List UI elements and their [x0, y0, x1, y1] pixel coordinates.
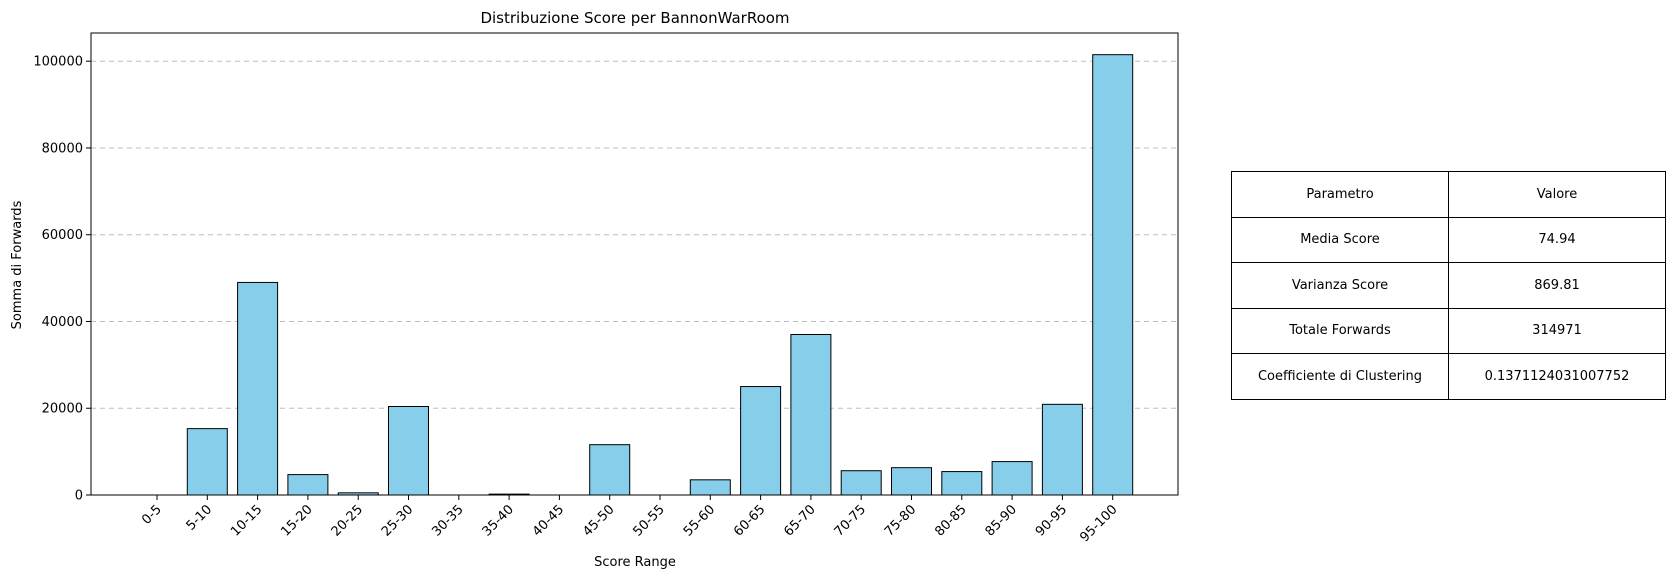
value-cell: 314971	[1448, 307, 1666, 354]
param-cell: Coefficiente di Clustering	[1231, 353, 1449, 400]
bar-25-30	[388, 406, 429, 496]
x-tick-label: 55-60	[681, 502, 718, 539]
bar-95-100	[1092, 54, 1134, 496]
plot-frame	[90, 32, 1179, 496]
x-tick-label: 20-25	[329, 502, 366, 539]
y-tick-label: 100000	[33, 55, 83, 70]
bar-5-10	[186, 428, 228, 496]
bars	[186, 54, 1134, 496]
table-row: Varianza Score 869.81	[1231, 262, 1666, 309]
bar-80-85	[941, 471, 983, 496]
x-tick-label: 10-15	[228, 502, 265, 539]
param-cell: Media Score	[1231, 216, 1449, 263]
y-tick-label: 60000	[42, 228, 83, 243]
table-row: Coefficiente di Clustering 0.137112403100…	[1231, 353, 1666, 400]
x-tick-label: 50-55	[631, 502, 668, 539]
x-tick-label: 85-90	[983, 502, 1020, 539]
bar-65-70	[790, 333, 832, 496]
bar-75-80	[891, 467, 932, 496]
table-header-row: Parametro Valore	[1231, 171, 1666, 218]
bar-60-65	[740, 386, 782, 496]
x-tick-label: 80-85	[932, 502, 969, 539]
x-tick-label: 60-65	[731, 502, 768, 539]
value-cell: 869.81	[1448, 262, 1666, 309]
table-row: Totale Forwards 314971	[1231, 307, 1666, 354]
x-tick-label: 35-40	[480, 502, 517, 539]
param-cell: Totale Forwards	[1231, 307, 1449, 354]
x-axis: 0-5 5-10 10-15 15-20 20-25 25-30 30-35 35-40 40-…	[139, 495, 1121, 545]
y-tick-label: 40000	[42, 315, 83, 330]
x-axis-label: Score Range	[594, 555, 676, 570]
x-tick-label: 5-10	[184, 502, 215, 533]
x-tick-label: 25-30	[379, 502, 416, 539]
table-row: Media Score 74.94	[1231, 216, 1666, 263]
bar-10-15	[237, 281, 279, 496]
x-tick-label: 45-50	[580, 502, 617, 539]
bar-85-90	[991, 461, 1033, 496]
bar-70-75	[840, 470, 882, 496]
param-cell: Varianza Score	[1231, 262, 1449, 309]
stats-table: Parametro Valore Media Score 74.94 Varianza …	[1231, 171, 1666, 400]
bar-45-50	[589, 444, 631, 496]
y-axis-label: Somma di Forwards	[10, 200, 25, 329]
value-cell: 74.94	[1448, 216, 1666, 263]
x-tick-label: 95-100	[1077, 502, 1120, 545]
param-cell: Parametro	[1231, 171, 1449, 218]
x-tick-label: 0-5	[139, 502, 165, 528]
y-tick-label: 0	[75, 489, 83, 504]
y-tick-label: 20000	[42, 402, 83, 417]
x-tick-label: 15-20	[278, 502, 315, 539]
x-tick-label: 75-80	[882, 502, 919, 539]
x-tick-label: 90-95	[1033, 502, 1070, 539]
x-tick-label: 65-70	[781, 502, 818, 539]
x-tick-label: 30-35	[429, 502, 466, 539]
bar-15-20	[287, 474, 329, 496]
bar-90-95	[1041, 403, 1083, 496]
y-tick-label: 80000	[42, 141, 83, 156]
chart-title: Distribuzione Score per BannonWarRoom	[480, 9, 789, 27]
value-cell: Valore	[1448, 171, 1666, 218]
value-cell: 0.1371124031007752	[1448, 353, 1666, 400]
y-axis: 0 20000 40000 60000 80000 100000	[33, 55, 91, 504]
x-tick-label: 40-45	[530, 502, 567, 539]
x-tick-label: 70-75	[832, 502, 869, 539]
bar-55-60	[689, 479, 731, 496]
